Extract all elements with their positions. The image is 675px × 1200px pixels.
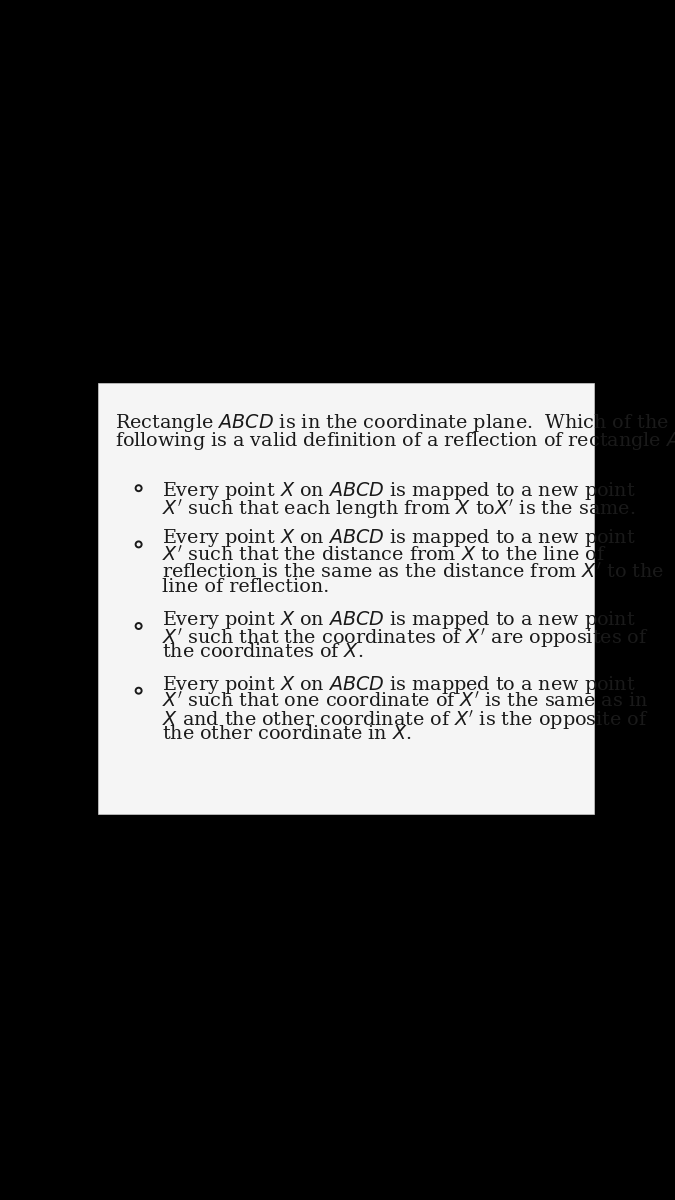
Text: reflection is the same as the distance from $X'$ to the: reflection is the same as the distance f…	[162, 562, 664, 581]
Text: Every point $X$ on $\mathit{ABCD}$ is mapped to a new point: Every point $X$ on $\mathit{ABCD}$ is ma…	[162, 480, 636, 502]
Text: $X$ and the other coordinate of $X'$ is the opposite of: $X$ and the other coordinate of $X'$ is …	[162, 708, 649, 732]
Text: $X'$ such that the distance from $X$ to the line of: $X'$ such that the distance from $X$ to …	[162, 545, 606, 564]
Text: Every point $X$ on $\mathit{ABCD}$ is mapped to a new point: Every point $X$ on $\mathit{ABCD}$ is ma…	[162, 610, 636, 631]
Text: $X'$ such that each length from $X$ to$X'$ is the same.: $X'$ such that each length from $X$ to$X…	[162, 497, 635, 521]
Text: line of reflection.: line of reflection.	[162, 578, 329, 596]
Text: Every point $X$ on $\mathit{ABCD}$ is mapped to a new point: Every point $X$ on $\mathit{ABCD}$ is ma…	[162, 673, 636, 696]
FancyBboxPatch shape	[99, 383, 593, 814]
Text: following is a valid definition of a reflection of rectangle $\mathit{ABCD}$?: following is a valid definition of a ref…	[115, 431, 675, 452]
Text: the other coordinate in $X$.: the other coordinate in $X$.	[162, 725, 411, 743]
Text: $X'$ such that the coordinates of $X'$ are opposites of: $X'$ such that the coordinates of $X'$ a…	[162, 626, 649, 650]
Text: Rectangle $\mathit{ABCD}$ is in the coordinate plane.  Which of the: Rectangle $\mathit{ABCD}$ is in the coor…	[115, 412, 669, 434]
Text: $X'$ such that one coordinate of $X'$ is the same as in: $X'$ such that one coordinate of $X'$ is…	[162, 691, 648, 710]
Text: Every point $X$ on $\mathit{ABCD}$ is mapped to a new point: Every point $X$ on $\mathit{ABCD}$ is ma…	[162, 528, 636, 550]
Text: the coordinates of $X$.: the coordinates of $X$.	[162, 643, 363, 661]
